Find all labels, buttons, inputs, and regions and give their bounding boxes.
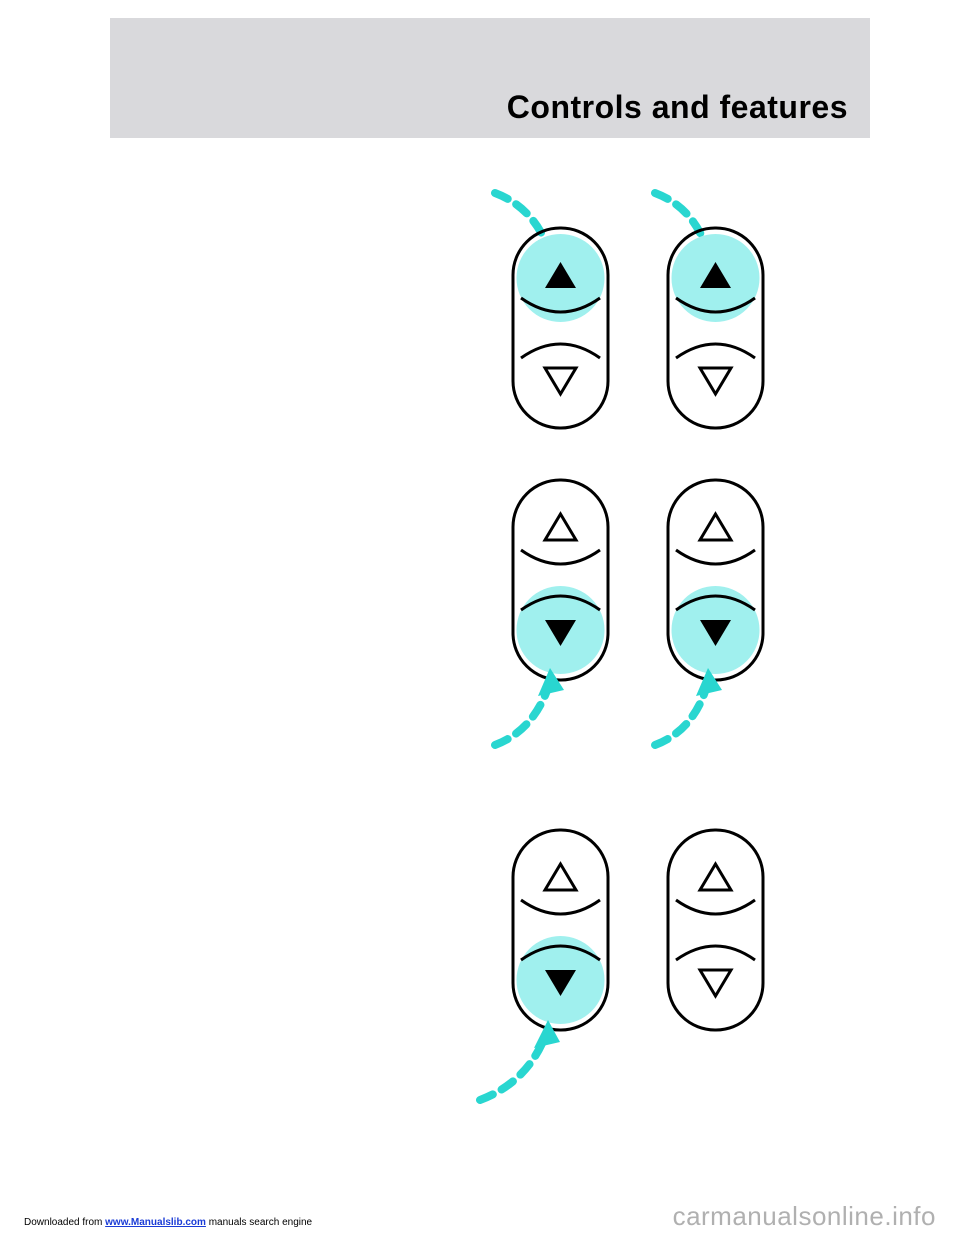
footer-attribution: Downloaded from www.Manualslib.com manua…: [24, 1217, 312, 1228]
rocker-switch-left: [513, 228, 608, 428]
arrow-bottom-left: [495, 668, 564, 745]
diagram-panel-1: [450, 178, 830, 453]
diagram-panel-3: [450, 820, 830, 1115]
rocker-switch-right: [668, 228, 763, 428]
arrow-bottom-left: [480, 1020, 560, 1100]
arrow-bottom-right: [655, 668, 722, 745]
rocker-switch-left: [513, 480, 608, 680]
header-band: Controls and features: [110, 18, 870, 138]
rocker-switch-right: [668, 480, 763, 680]
page: Controls and features: [0, 0, 960, 1242]
page-title: Controls and features: [507, 89, 848, 126]
footer-link[interactable]: www.Manualslib.com: [105, 1217, 206, 1228]
watermark: carmanualsonline.info: [673, 1201, 936, 1232]
footer-prefix: Downloaded from: [24, 1217, 105, 1228]
diagram-panel-2: [450, 470, 830, 765]
rocker-switch-left: [513, 830, 608, 1030]
footer-suffix: manuals search engine: [206, 1217, 312, 1228]
rocker-switch-right: [668, 830, 763, 1030]
